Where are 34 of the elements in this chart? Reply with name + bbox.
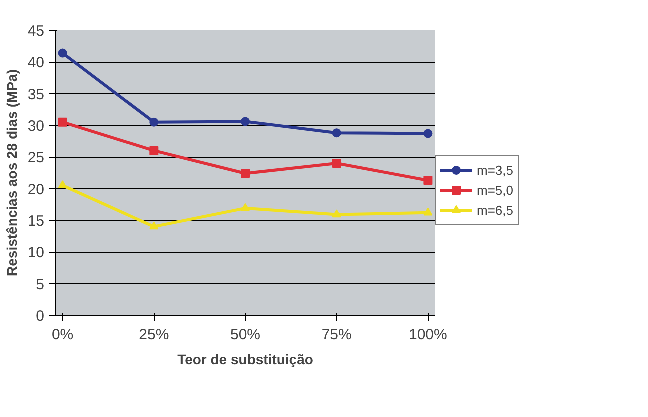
point <box>58 118 68 127</box>
point <box>424 208 433 216</box>
x-tick-label: 75% <box>322 326 352 344</box>
point <box>424 129 433 138</box>
y-tick-label: 20 <box>28 181 45 198</box>
point <box>58 48 68 58</box>
point <box>241 169 250 178</box>
point <box>150 222 159 230</box>
y-axis-title: Resistências aos 28 dias (MPa) <box>4 69 20 276</box>
y-tick-label: 10 <box>28 244 45 262</box>
point <box>332 159 342 168</box>
y-tick-label: 45 <box>28 23 45 40</box>
x-tick-label: 50% <box>230 326 261 344</box>
y-tick-label: 40 <box>28 54 45 72</box>
point <box>332 210 342 218</box>
y-tick-label: 5 <box>36 276 44 294</box>
legend-label: m=3,5 <box>477 162 514 178</box>
point <box>241 203 250 212</box>
point <box>150 118 159 127</box>
y-tick-label: 15 <box>28 213 45 230</box>
y-tick-label: 25 <box>28 150 45 167</box>
x-tick-label: 0% <box>52 326 74 344</box>
x-tick-label: 100% <box>409 326 448 344</box>
y-tick-label: 30 <box>28 118 45 135</box>
legend-label: m=5,0 <box>477 182 514 198</box>
point <box>150 146 159 156</box>
point <box>332 128 342 138</box>
y-tick-label: 35 <box>28 86 45 104</box>
x-axis-title: Teor de substituição <box>178 352 314 368</box>
y-tick-label: 0 <box>36 308 44 325</box>
point <box>241 117 250 126</box>
point <box>424 176 433 186</box>
legend-label: m=6,5 <box>477 202 514 218</box>
x-tick-label: 25% <box>139 326 170 344</box>
